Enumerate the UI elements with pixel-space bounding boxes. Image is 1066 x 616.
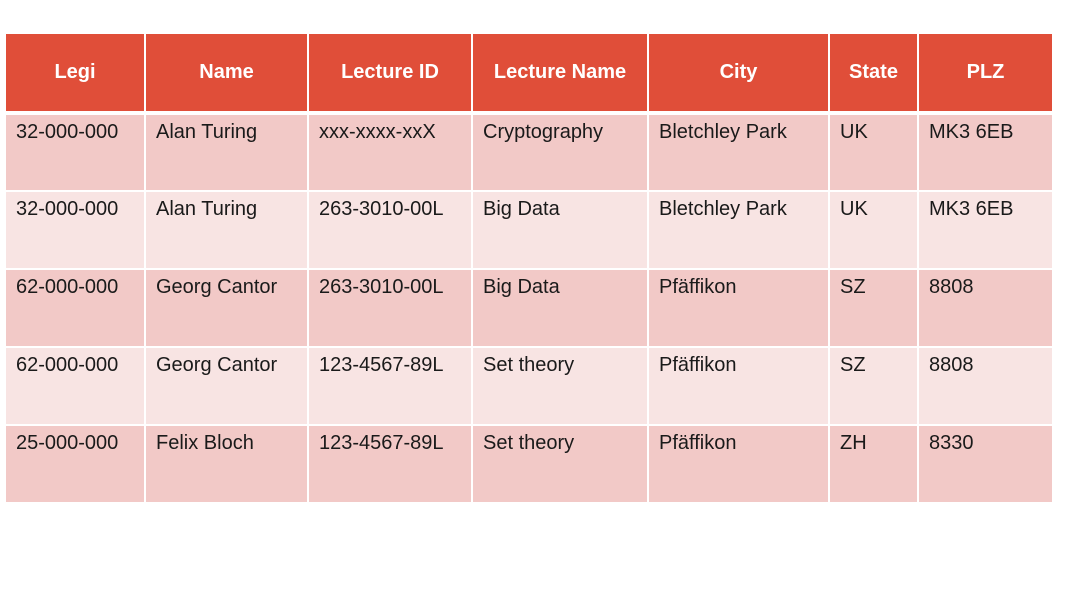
cell-legi: 25-000-000 bbox=[6, 425, 146, 504]
cell-name: Alan Turing bbox=[145, 191, 309, 270]
table-row: 32-000-000 Alan Turing xxx-xxxx-xxX Cryp… bbox=[6, 113, 1052, 192]
cell-city: Pfäffikon bbox=[648, 347, 830, 426]
column-header-name: Name bbox=[145, 34, 309, 115]
cell-plz: 8808 bbox=[918, 269, 1052, 348]
data-table: Legi Name Lecture ID Lecture Name City S… bbox=[6, 34, 1052, 504]
table-row: 62-000-000 Georg Cantor 123-4567-89L Set… bbox=[6, 347, 1052, 426]
cell-state: SZ bbox=[829, 347, 919, 426]
cell-lecture-name: Set theory bbox=[472, 425, 649, 504]
table-row: 62-000-000 Georg Cantor 263-3010-00L Big… bbox=[6, 269, 1052, 348]
table-header-row: Legi Name Lecture ID Lecture Name City S… bbox=[6, 34, 1052, 115]
cell-plz: MK3 6EB bbox=[918, 113, 1052, 192]
table-row: 32-000-000 Alan Turing 263-3010-00L Big … bbox=[6, 191, 1052, 270]
cell-plz: 8330 bbox=[918, 425, 1052, 504]
cell-name: Alan Turing bbox=[145, 113, 309, 192]
column-header-state: State bbox=[829, 34, 919, 115]
cell-legi: 32-000-000 bbox=[6, 191, 146, 270]
cell-plz: MK3 6EB bbox=[918, 191, 1052, 270]
cell-lecture-id: xxx-xxxx-xxX bbox=[308, 113, 473, 192]
table-row: 25-000-000 Felix Bloch 123-4567-89L Set … bbox=[6, 425, 1052, 504]
cell-name: Felix Bloch bbox=[145, 425, 309, 504]
cell-lecture-name: Big Data bbox=[472, 191, 649, 270]
cell-lecture-name: Set theory bbox=[472, 347, 649, 426]
cell-state: UK bbox=[829, 113, 919, 192]
cell-city: Bletchley Park bbox=[648, 113, 830, 192]
cell-city: Pfäffikon bbox=[648, 269, 830, 348]
cell-plz: 8808 bbox=[918, 347, 1052, 426]
cell-lecture-id: 263-3010-00L bbox=[308, 269, 473, 348]
cell-name: Georg Cantor bbox=[145, 269, 309, 348]
cell-lecture-id: 123-4567-89L bbox=[308, 425, 473, 504]
cell-legi: 32-000-000 bbox=[6, 113, 146, 192]
cell-state: ZH bbox=[829, 425, 919, 504]
cell-legi: 62-000-000 bbox=[6, 347, 146, 426]
cell-lecture-name: Cryptography bbox=[472, 113, 649, 192]
cell-state: UK bbox=[829, 191, 919, 270]
cell-city: Pfäffikon bbox=[648, 425, 830, 504]
cell-state: SZ bbox=[829, 269, 919, 348]
cell-name: Georg Cantor bbox=[145, 347, 309, 426]
cell-lecture-name: Big Data bbox=[472, 269, 649, 348]
column-header-lecture-id: Lecture ID bbox=[308, 34, 473, 115]
column-header-plz: PLZ bbox=[918, 34, 1052, 115]
cell-lecture-id: 123-4567-89L bbox=[308, 347, 473, 426]
column-header-lecture-name: Lecture Name bbox=[472, 34, 649, 115]
cell-lecture-id: 263-3010-00L bbox=[308, 191, 473, 270]
column-header-legi: Legi bbox=[6, 34, 146, 115]
column-header-city: City bbox=[648, 34, 830, 115]
cell-legi: 62-000-000 bbox=[6, 269, 146, 348]
cell-city: Bletchley Park bbox=[648, 191, 830, 270]
